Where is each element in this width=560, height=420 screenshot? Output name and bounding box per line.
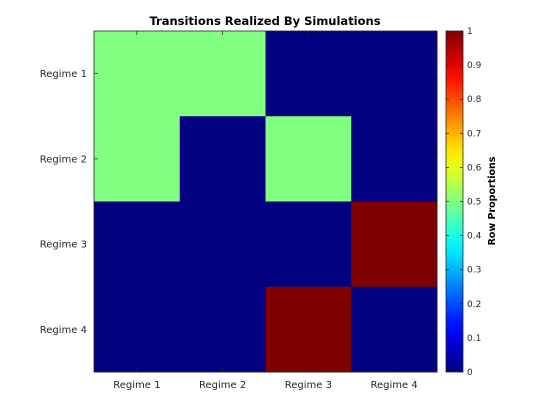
- heatmap-cell: [351, 31, 438, 117]
- x-tick-label: Regime 2: [199, 380, 246, 391]
- colorbar: 0 0.1 0.2 0.3 0.4 0.5 0.6 0.7 0.8 0.9 1 Row Propor…: [445, 27, 498, 378]
- heatmap-cell: [179, 31, 266, 117]
- heatmap-cell: [265, 31, 352, 117]
- colorbar-tick-label: 0.3: [467, 266, 481, 276]
- colorbar-tick-label: 0: [467, 368, 473, 378]
- colorbar-tick-label: 0.7: [467, 129, 481, 139]
- x-tick-label: Regime 3: [285, 380, 332, 391]
- chart-title: Transitions Realized By Simulations: [149, 14, 380, 28]
- colorbar-tick-label: 0.1: [467, 334, 481, 344]
- heatmap-cell: [265, 116, 352, 202]
- colorbar-ticks: 0 0.1 0.2 0.3 0.4 0.5 0.6 0.7 0.8 0.9 1: [446, 27, 482, 378]
- plot-frame: [93, 30, 438, 373]
- colorbar-tick-label: 0.8: [467, 95, 482, 105]
- colorbar-label: Row Proportions: [487, 156, 498, 245]
- heatmap-cell: [94, 286, 181, 373]
- heatmap-cell: [351, 286, 438, 373]
- x-tick-label: Regime 1: [113, 380, 160, 391]
- axis-ticks: Regime 1 Regime 2 Regime 3 Regime 4 Regime 1…: [40, 31, 437, 391]
- heatmap-cell: [265, 286, 352, 373]
- heatmap-cell: [179, 286, 266, 373]
- colorbar-tick-label: 0.5: [467, 198, 481, 208]
- heatmap-cell: [179, 116, 266, 202]
- y-tick-label: Regime 2: [40, 154, 87, 165]
- heatmap-cell: [351, 201, 438, 288]
- colorbar-gradient: [446, 31, 463, 372]
- heatmap-cell: [351, 116, 438, 202]
- heatmap-cells: [94, 31, 438, 373]
- colorbar-tick-label: 0.9: [467, 61, 482, 71]
- y-tick-label: Regime 4: [40, 325, 87, 336]
- colorbar-tick-label: 0.6: [467, 163, 482, 173]
- y-tick-label: Regime 1: [40, 69, 87, 80]
- heatmap-cell: [265, 201, 352, 288]
- colorbar-tick-label: 0.4: [467, 232, 482, 242]
- heatmap-cell: [94, 201, 181, 288]
- heatmap-cell: [94, 116, 181, 202]
- y-tick-label: Regime 3: [40, 240, 87, 251]
- x-tick-label: Regime 4: [371, 380, 418, 391]
- heatmap-cell: [179, 201, 266, 288]
- colorbar-tick-label: 0.2: [467, 300, 481, 310]
- heatmap-cell: [94, 31, 181, 117]
- colorbar-tick-label: 1: [467, 27, 473, 37]
